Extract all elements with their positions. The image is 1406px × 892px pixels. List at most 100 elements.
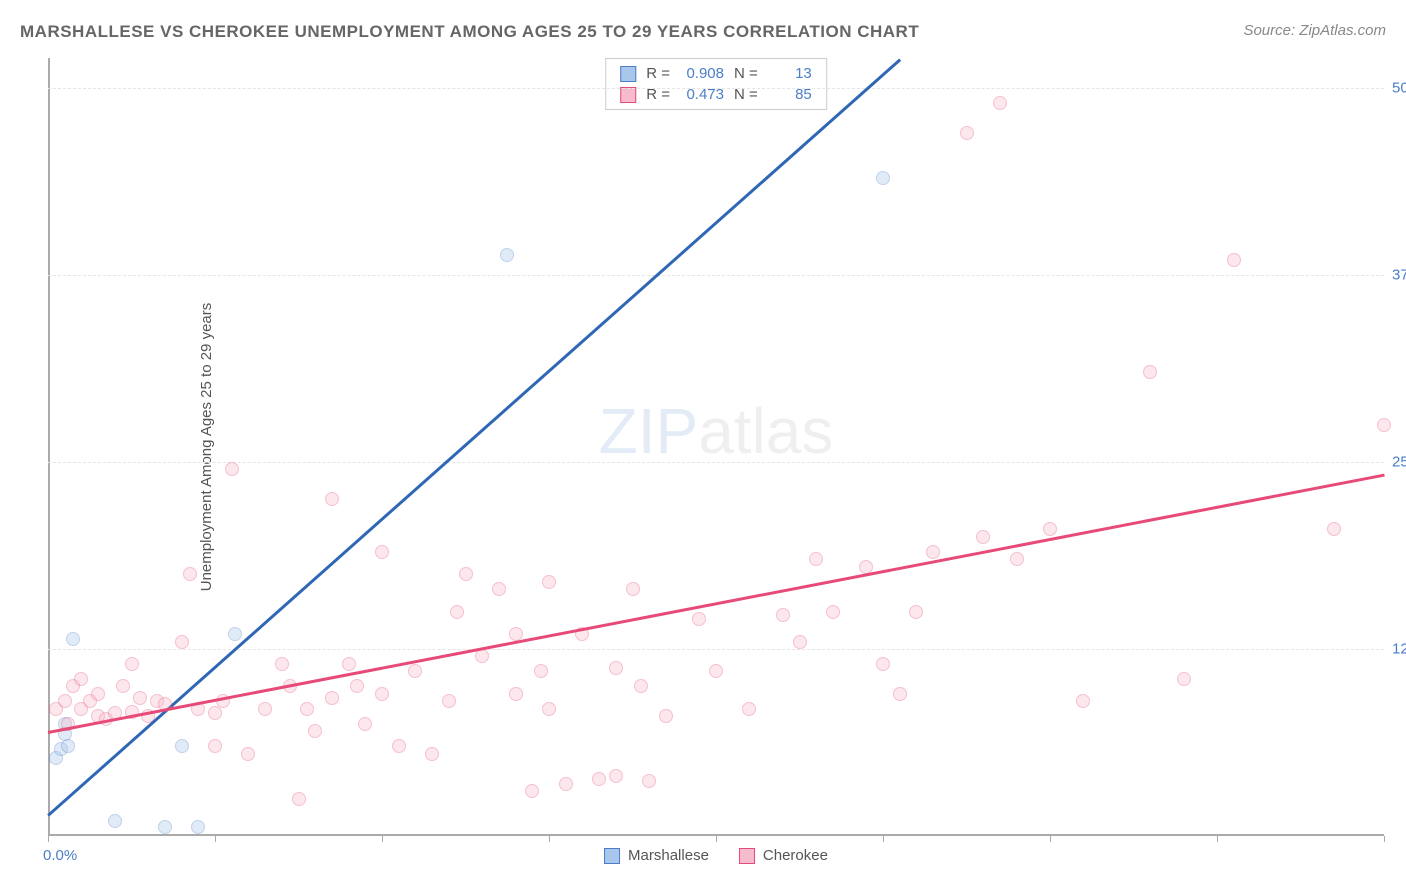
trend-line (47, 58, 900, 815)
x-tick (48, 836, 49, 842)
legend-item-cherokee: Cherokee (739, 847, 828, 864)
data-point (225, 462, 239, 476)
x-tick (1384, 836, 1385, 842)
data-point (642, 774, 656, 788)
watermark: ZIPatlas (599, 394, 834, 468)
data-point (609, 661, 623, 675)
data-point (993, 96, 1007, 110)
data-point (175, 635, 189, 649)
swatch-marshallese (620, 66, 636, 82)
data-point (392, 739, 406, 753)
gridline (48, 88, 1384, 89)
data-point (809, 552, 823, 566)
x-tick (1050, 836, 1051, 842)
data-point (450, 605, 464, 619)
y-tick-label: 50.0% (1392, 79, 1406, 96)
data-point (158, 820, 172, 834)
data-point (408, 664, 422, 678)
data-point (534, 664, 548, 678)
data-point (592, 772, 606, 786)
data-point (350, 679, 364, 693)
legend-item-marshallese: Marshallese (604, 847, 709, 864)
data-point (1043, 522, 1057, 536)
data-point (228, 627, 242, 641)
data-point (375, 545, 389, 559)
data-point (208, 739, 222, 753)
data-point (475, 649, 489, 663)
data-point (1227, 253, 1241, 267)
chart-area: Unemployment Among Ages 25 to 29 years Z… (48, 58, 1384, 836)
swatch-marshallese-icon (604, 848, 620, 864)
data-point (559, 777, 573, 791)
x-tick (382, 836, 383, 842)
chart-source: Source: ZipAtlas.com (1243, 22, 1386, 39)
data-point (1177, 672, 1191, 686)
data-point (500, 248, 514, 262)
data-point (241, 747, 255, 761)
data-point (133, 691, 147, 705)
data-point (358, 717, 372, 731)
series-legend: Marshallese Cherokee (604, 847, 828, 864)
data-point (275, 657, 289, 671)
data-point (893, 687, 907, 701)
legend-label: Cherokee (763, 847, 828, 864)
plot-region: ZIPatlas R = 0.908 N = 13 R = 0.473 N = … (48, 58, 1384, 836)
data-point (325, 492, 339, 506)
gridline (48, 275, 1384, 276)
y-tick-label: 12.5% (1392, 640, 1406, 657)
y-axis (48, 58, 50, 836)
y-tick-label: 37.5% (1392, 266, 1406, 283)
stats-row-marshallese: R = 0.908 N = 13 (620, 65, 812, 82)
data-point (61, 739, 75, 753)
data-point (926, 545, 940, 559)
data-point (709, 664, 723, 678)
data-point (66, 632, 80, 646)
data-point (1010, 552, 1024, 566)
data-point (876, 171, 890, 185)
data-point (609, 769, 623, 783)
data-point (58, 694, 72, 708)
x-tick (549, 836, 550, 842)
data-point (292, 792, 306, 806)
data-point (375, 687, 389, 701)
x-tick (215, 836, 216, 842)
data-point (542, 702, 556, 716)
data-point (125, 657, 139, 671)
data-point (183, 567, 197, 581)
data-point (74, 672, 88, 686)
data-point (742, 702, 756, 716)
data-point (509, 687, 523, 701)
data-point (826, 605, 840, 619)
x-tick (716, 836, 717, 842)
swatch-cherokee-icon (739, 848, 755, 864)
data-point (116, 679, 130, 693)
data-point (909, 605, 923, 619)
data-point (1377, 418, 1391, 432)
data-point (258, 702, 272, 716)
data-point (634, 679, 648, 693)
data-point (960, 126, 974, 140)
data-point (459, 567, 473, 581)
x-min-label: 0.0% (43, 847, 77, 864)
data-point (525, 784, 539, 798)
data-point (342, 657, 356, 671)
data-point (325, 691, 339, 705)
data-point (876, 657, 890, 671)
legend-label: Marshallese (628, 847, 709, 864)
trend-line (48, 474, 1384, 734)
data-point (442, 694, 456, 708)
data-point (208, 706, 222, 720)
gridline (48, 649, 1384, 650)
data-point (1327, 522, 1341, 536)
data-point (425, 747, 439, 761)
data-point (91, 687, 105, 701)
y-tick-label: 25.0% (1392, 453, 1406, 470)
data-point (793, 635, 807, 649)
chart-title: MARSHALLESE VS CHEROKEE UNEMPLOYMENT AMO… (20, 22, 919, 42)
data-point (659, 709, 673, 723)
data-point (976, 530, 990, 544)
x-tick (1217, 836, 1218, 842)
data-point (542, 575, 556, 589)
x-tick (883, 836, 884, 842)
data-point (776, 608, 790, 622)
